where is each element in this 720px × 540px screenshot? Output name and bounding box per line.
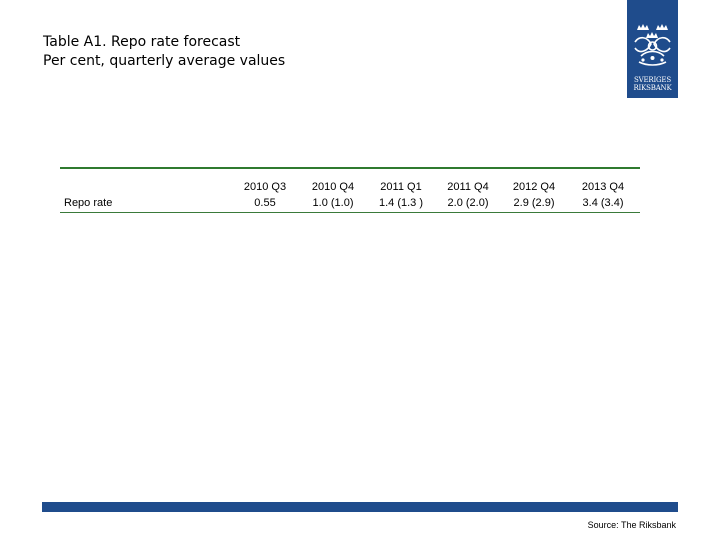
logo-text-sveriges: SVERIGES bbox=[634, 76, 671, 84]
logo-text-riksbank: RIKSBANK bbox=[633, 84, 672, 92]
table-cell: 2.9 (2.9) bbox=[513, 197, 555, 209]
riksbank-crest-icon bbox=[634, 24, 671, 66]
source-note: Source: The Riksbank bbox=[587, 520, 676, 530]
riksbank-logo: SVERIGES RIKSBANK bbox=[627, 0, 678, 98]
footer-bar bbox=[42, 502, 678, 512]
column-header: 2010 Q3 bbox=[243, 181, 287, 193]
table-cell: 2.0 (2.0) bbox=[447, 197, 489, 209]
table-row: Repo rate 0.55 1.0 (1.0) 1.4 (1.3 ) 2.0 … bbox=[60, 195, 640, 212]
row-label: Repo rate bbox=[64, 197, 113, 209]
column-header: 2012 Q4 bbox=[512, 181, 556, 193]
table-cell: 0.55 bbox=[254, 197, 276, 209]
page-title: Table A1. Repo rate forecast Per cent, q… bbox=[43, 33, 285, 71]
repo-rate-table: 2010 Q3 2010 Q4 2011 Q1 2011 Q4 2012 Q4 … bbox=[60, 167, 640, 213]
column-header: 2013 Q4 bbox=[581, 181, 625, 193]
table-bottom-rule bbox=[60, 212, 640, 213]
table-top-rule bbox=[60, 167, 640, 169]
table-cell: 3.4 (3.4) bbox=[582, 197, 624, 209]
title-line-1: Table A1. Repo rate forecast bbox=[43, 34, 241, 50]
table-cell: 1.4 (1.3 ) bbox=[378, 197, 424, 209]
column-header: 2010 Q4 bbox=[311, 181, 355, 193]
title-line-2: Per cent, quarterly average values bbox=[43, 53, 286, 69]
table-cell: 1.0 (1.0) bbox=[312, 197, 354, 209]
column-header: 2011 Q4 bbox=[447, 181, 489, 193]
table-header-row: 2010 Q3 2010 Q4 2011 Q1 2011 Q4 2012 Q4 … bbox=[60, 179, 640, 195]
column-header: 2011 Q1 bbox=[380, 181, 422, 193]
